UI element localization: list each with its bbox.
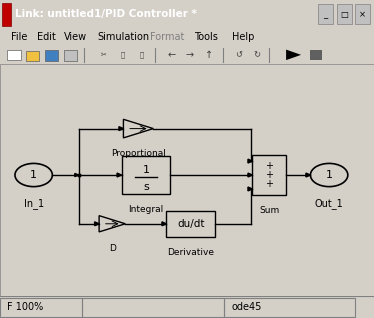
Text: Tools: Tools	[194, 32, 218, 42]
Bar	[299, 49, 314, 61]
Polygon shape	[286, 50, 301, 60]
Text: In_1: In_1	[24, 198, 44, 209]
Text: Integral: Integral	[128, 205, 163, 214]
Bar	[26, 49, 41, 61]
Text: F 100%: F 100%	[7, 302, 44, 312]
Text: D: D	[109, 244, 116, 252]
Bar	[64, 49, 79, 61]
Text: 1: 1	[326, 170, 332, 180]
Bar	[64, 51, 77, 61]
Polygon shape	[162, 222, 166, 226]
Text: s: s	[143, 182, 149, 192]
Text: Proportional: Proportional	[111, 149, 166, 158]
Polygon shape	[95, 222, 99, 226]
Text: →: →	[186, 50, 194, 60]
Text: +: +	[265, 161, 273, 171]
Bar	[340, 49, 355, 61]
Text: Help: Help	[232, 32, 254, 42]
Text: Derivative: Derivative	[167, 248, 214, 257]
Text: +: +	[265, 170, 273, 180]
Text: ×: ×	[359, 10, 366, 19]
Bar	[0, 298, 82, 317]
Bar	[318, 49, 333, 61]
Text: ↺: ↺	[235, 50, 242, 59]
Bar	[116, 49, 131, 61]
Text: Simulation: Simulation	[97, 32, 149, 42]
Bar	[97, 49, 112, 61]
Text: _: _	[323, 10, 328, 19]
Bar	[224, 298, 355, 317]
Bar	[45, 49, 60, 61]
Text: +: +	[265, 179, 273, 189]
Text: Sum: Sum	[259, 206, 279, 215]
Text: □: □	[340, 10, 348, 19]
Text: File: File	[11, 32, 28, 42]
Bar	[122, 156, 170, 194]
Text: ←: ←	[167, 50, 175, 60]
Text: du/dt: du/dt	[177, 219, 205, 229]
Bar	[2, 3, 11, 26]
Text: 1: 1	[30, 170, 37, 180]
Text: 📋: 📋	[139, 52, 144, 58]
Bar	[337, 4, 352, 24]
Polygon shape	[75, 173, 79, 177]
Polygon shape	[306, 173, 310, 177]
Text: ode45: ode45	[232, 302, 262, 312]
Bar	[359, 49, 374, 61]
Polygon shape	[248, 173, 252, 177]
Bar	[45, 51, 58, 61]
Text: Link: untitled1/PID Controller *: Link: untitled1/PID Controller *	[15, 9, 197, 19]
Bar	[135, 49, 150, 61]
Bar	[310, 50, 322, 60]
Bar	[183, 49, 198, 61]
Text: ↻: ↻	[254, 50, 261, 59]
Bar	[232, 49, 247, 61]
Polygon shape	[119, 127, 123, 131]
Bar	[252, 155, 286, 195]
Text: 1: 1	[142, 165, 149, 176]
Text: View: View	[64, 32, 87, 42]
Bar	[26, 51, 39, 61]
Text: ✂: ✂	[101, 52, 107, 58]
Text: Out_1: Out_1	[315, 198, 343, 209]
Text: ↑: ↑	[205, 50, 213, 60]
Polygon shape	[248, 159, 252, 163]
Bar	[269, 49, 284, 61]
Bar	[355, 4, 370, 24]
Polygon shape	[117, 173, 122, 177]
Bar	[7, 49, 22, 61]
Bar	[166, 211, 215, 237]
Polygon shape	[248, 187, 252, 191]
Bar	[251, 49, 266, 61]
Bar	[202, 49, 217, 61]
Bar	[318, 4, 333, 24]
Bar	[7, 50, 21, 60]
Text: Edit: Edit	[37, 32, 56, 42]
Text: Format: Format	[150, 32, 184, 42]
Bar	[82, 298, 224, 317]
Bar	[165, 49, 180, 61]
Text: ⧉: ⧉	[120, 52, 125, 58]
